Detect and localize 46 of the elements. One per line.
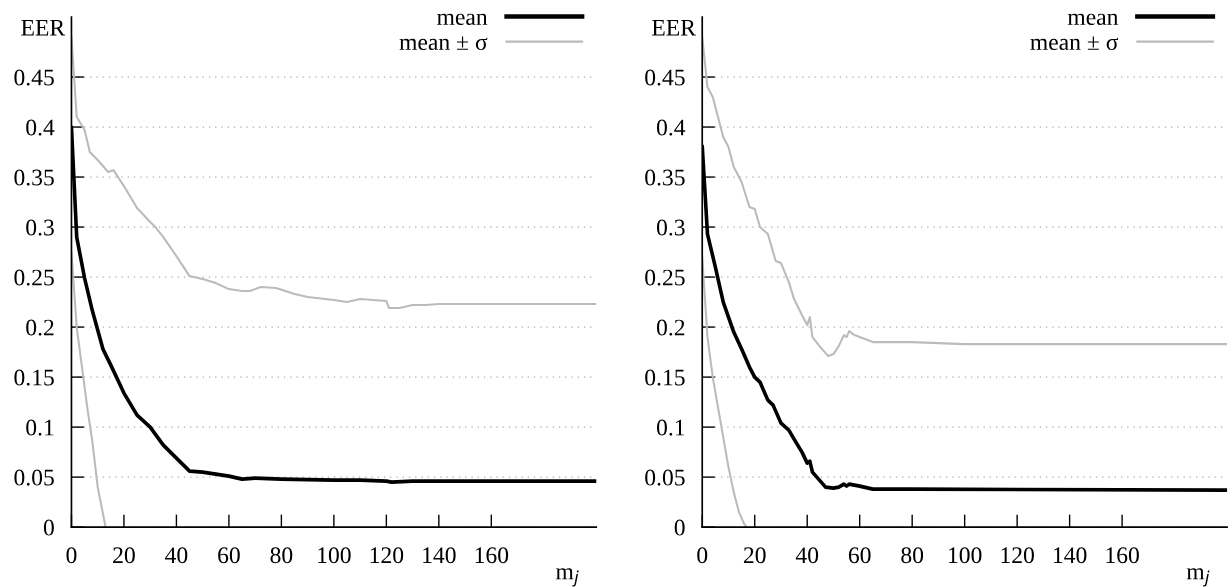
- x-tick-label: 60: [218, 547, 240, 564]
- legend-label: mean: [437, 13, 488, 25]
- x-tick-label: 160: [475, 547, 509, 564]
- y-tick-label: 0.05: [645, 469, 685, 486]
- x-axis-title: m$_{j}$: [555, 568, 579, 587]
- legend-label: mean ± σ: [399, 36, 488, 51]
- y-tick-label: 0.25: [14, 269, 54, 286]
- x-tick-label: 20: [113, 547, 135, 564]
- x-tick-label: 160: [1106, 547, 1139, 564]
- x-tick-label: 140: [1053, 547, 1087, 564]
- x-tick-label: 0: [66, 547, 77, 564]
- y-tick-label: 0.45: [14, 69, 54, 86]
- x-tick-label: 120: [1001, 547, 1034, 564]
- x-tick-label: 120: [370, 547, 404, 564]
- y-tick-label: 0.15: [645, 369, 685, 386]
- x-axis-title: m$_{j}$: [1186, 568, 1210, 587]
- y-tick-label: 0.2: [656, 319, 685, 336]
- x-tick-label: 20: [743, 547, 766, 564]
- x-tick-label: 80: [901, 547, 924, 564]
- y-tick-label: 0.1: [656, 419, 685, 436]
- legend-label: mean ± σ: [1030, 36, 1119, 51]
- y-tick-label: 0.35: [14, 169, 54, 186]
- y-tick-label: 0.35: [645, 169, 685, 186]
- x-tick-label: 60: [848, 547, 871, 564]
- y-axis-title: EER: [21, 19, 66, 36]
- legend-label: mean: [1067, 13, 1119, 25]
- y-axis-title: EER: [652, 19, 696, 36]
- x-tick-label: 140: [423, 547, 456, 564]
- y-tick-label: 0.3: [656, 219, 685, 236]
- y-tick-label: 0.25: [645, 269, 685, 286]
- y-tick-label: 0.4: [656, 119, 686, 136]
- y-tick-label: 0.15: [14, 369, 54, 386]
- y-tick-label: 0.45: [645, 69, 685, 86]
- y-tick-label: 0.2: [26, 319, 54, 336]
- y-tick-label: 0.4: [26, 119, 55, 136]
- x-tick-label: 0: [697, 547, 708, 564]
- y-tick-label: 0: [43, 519, 54, 536]
- y-tick-label: 0.1: [26, 419, 54, 436]
- y-tick-label: 0: [674, 519, 685, 536]
- y-tick-label: 0.3: [26, 219, 54, 236]
- y-tick-label: 0.05: [14, 469, 54, 486]
- x-tick-label: 80: [270, 547, 293, 564]
- x-tick-label: 40: [165, 547, 188, 564]
- x-tick-label: 40: [795, 547, 819, 564]
- x-tick-label: 100: [949, 547, 982, 564]
- x-tick-label: 100: [318, 547, 351, 564]
